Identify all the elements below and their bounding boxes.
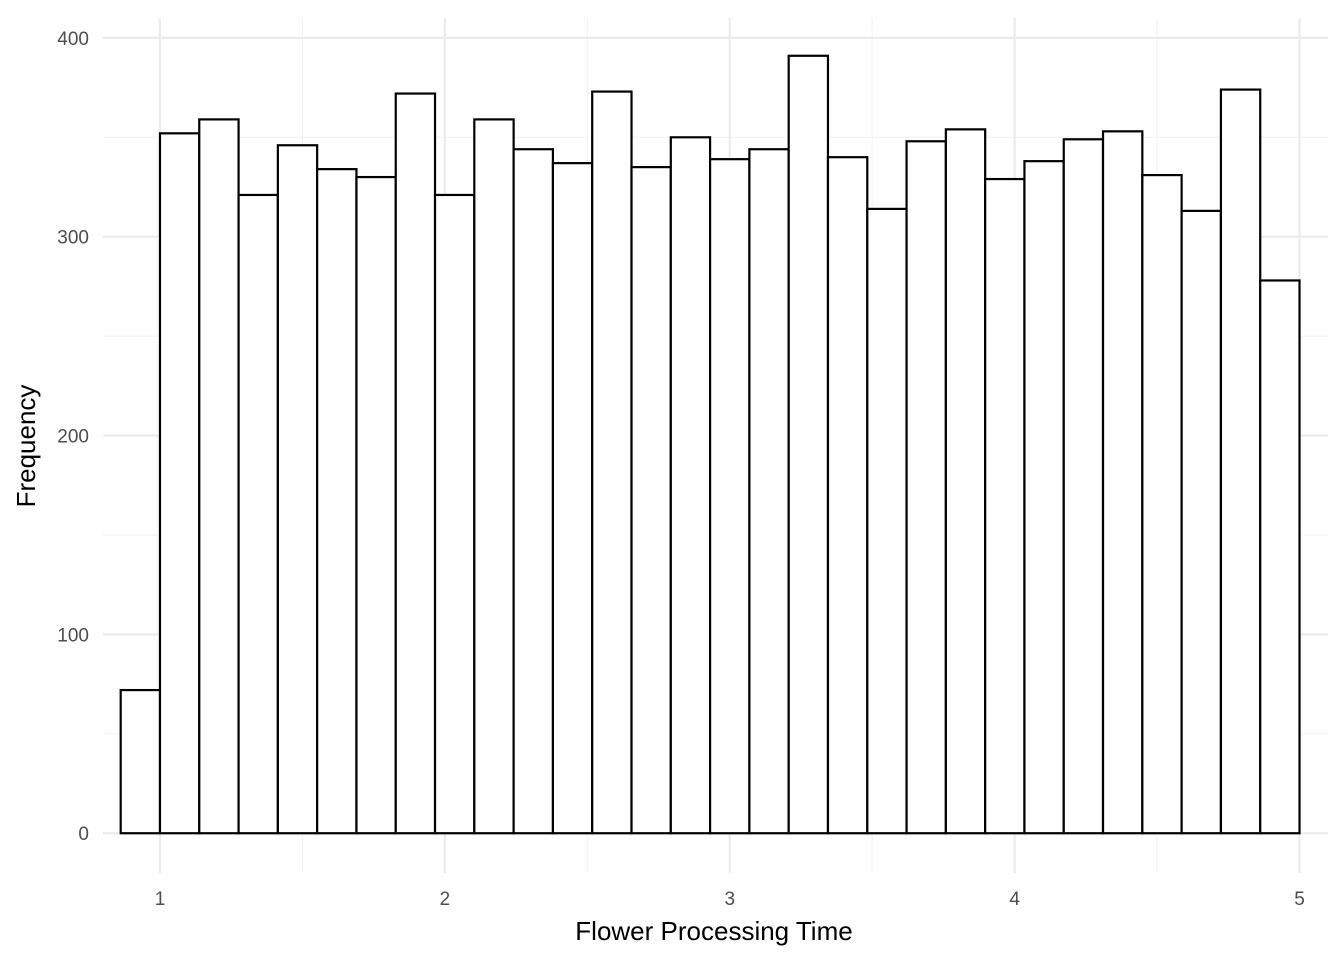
histogram-bar [1259,279,1301,835]
y-tick-label: 400 [57,29,89,50]
histogram-bar [630,166,672,835]
histogram-bar [1180,209,1223,835]
histogram-bar [591,90,633,835]
histogram-bar [276,144,319,835]
histogram-bar [198,118,240,835]
x-axis-ticks: 1 2 3 4 5 [155,889,1305,910]
histogram-bar [826,156,869,835]
histogram-bar [237,193,279,835]
histogram-bar [1023,160,1065,835]
histogram-bar [669,136,712,835]
histogram-bar [787,54,830,835]
y-axis-ticks: 0 100 200 300 400 [57,29,89,845]
histogram-bar [1101,130,1144,835]
histogram-bars [119,54,1301,835]
histogram-bar [551,162,594,835]
x-tick-label: 5 [1294,889,1305,910]
y-axis-title: Frequency [11,385,41,508]
y-tick-label: 100 [57,625,89,646]
histogram-bar [1219,88,1262,835]
histogram-bar [394,92,437,835]
histogram-bar [866,207,908,835]
histogram-bar [473,118,515,835]
histogram-bar [708,158,751,835]
x-tick-label: 3 [724,889,735,910]
histogram-bar [748,148,790,835]
histogram-bar [1141,173,1183,835]
histogram-bar [905,140,947,835]
histogram-bar [158,132,201,835]
y-tick-label: 200 [57,427,89,448]
histogram-bar [984,177,1026,835]
histogram-bar [316,168,358,835]
x-tick-label: 4 [1009,889,1020,910]
histogram-bar [355,175,397,835]
histogram-bar [944,128,987,835]
histogram-bar [512,148,555,835]
histogram-bar [433,193,476,835]
histogram-bar [119,688,162,835]
y-tick-label: 300 [57,228,89,249]
histogram-bar [1062,138,1105,835]
x-tick-label: 1 [155,889,166,910]
x-axis-title: Flower Processing Time [575,916,852,946]
x-tick-label: 2 [440,889,451,910]
y-tick-label: 0 [78,824,89,845]
